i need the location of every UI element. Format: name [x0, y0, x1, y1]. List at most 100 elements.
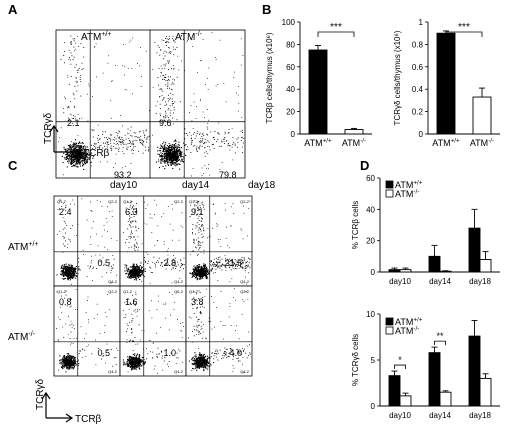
- panel-letter-a: A: [8, 2, 18, 17]
- chart-d-bottom-significance-label: *: [398, 355, 402, 365]
- panel-c-plot-wt-1-pct-gd: 2.4: [59, 207, 72, 217]
- panel-a-pct-b-wt: 93.2: [114, 170, 132, 180]
- chart-b-right-ytick-label: 0: [419, 130, 424, 139]
- panel-b: 0 20 40 60 80 100 TCRβ cells/thymus (x10⁶) ATM+…: [265, 18, 500, 148]
- chart-d-bottom-xtick-label: day18: [469, 411, 491, 420]
- panel-a-plot-wt-frame: [55, 29, 152, 179]
- panel-c-plot-ko-3-tag-q2: Q2-2: [240, 289, 250, 294]
- chart-d-top-xtick-label: day18: [469, 277, 491, 286]
- chart-d-top-bar: [439, 270, 452, 273]
- chart-b-left-xtick-label: ATM-/-: [342, 137, 366, 148]
- panel-c-plot-ko-3-events: [188, 288, 251, 374]
- panel-c-plot-wt-2-tag-q1: Q1-2: [123, 199, 133, 204]
- chart-d-bottom-bar: [439, 391, 452, 407]
- chart-b-right-bar: [436, 32, 456, 135]
- panel-c-y-label: TCRγδ: [35, 378, 46, 410]
- chart-b-right: 0 0.2 0.4 0.6 0.8 1 TCRγδ cells/thymus (x10⁶) A…: [393, 18, 500, 148]
- chart-d-bottom-legend-swatch: [385, 317, 394, 326]
- panel-a-plot-ko-events: [152, 32, 244, 177]
- chart-b-left-significance-bracket: [317, 31, 355, 37]
- panel-c-plot-wt-2-tag-q2: Q2-2: [174, 199, 184, 204]
- panel-c-day-label-3: day18: [248, 180, 276, 191]
- panel-c-plot-ko-2-tag-q2: Q2-2: [174, 289, 184, 294]
- chart-d-bottom-bar: [468, 335, 481, 407]
- chart-b-left-bar: [308, 49, 328, 135]
- panel-a-genotype-ko: ATM-/-: [175, 31, 203, 43]
- chart-d-top-ytick-label: 0: [371, 268, 376, 277]
- chart-b-left-ytick-label: 100: [282, 18, 296, 27]
- panel-c-plot-wt-2-events: [123, 199, 185, 284]
- panel-a: ATM+/+ ATM-/- 2.1 93.2 9.6 79.8 TCRγδ TCRβ: [43, 29, 246, 180]
- panel-c-plot-ko-1-pct-gd: 0.8: [59, 297, 72, 307]
- panel-d: 0 20 40 60 % TCRβ cells day10 day14 day18 ATM+/+…: [351, 174, 500, 420]
- panel-c-plot-ko-3-tag-q4: Q4-2: [240, 369, 250, 374]
- panel-c-plot-wt-3-tag-q2: Q2-2: [240, 199, 250, 204]
- chart-d-bottom-significance-bracket: [394, 364, 406, 370]
- panel-c-plot-ko-2-tag-q4: Q4-2: [174, 369, 184, 374]
- chart-d-bottom-bar: [399, 395, 412, 407]
- panel-c-genotype-ko: ATM-/-: [8, 331, 36, 343]
- chart-d-bottom-xtick-label: day10: [389, 411, 411, 420]
- panel-c-x-label: TCRβ: [75, 414, 102, 425]
- chart-b-right-ytick-label: 1: [419, 18, 424, 27]
- panel-a-x-label: TCRβ: [83, 148, 110, 159]
- chart-b-right-bar: [472, 96, 492, 135]
- chart-d-top-ytick-label: 20: [366, 237, 375, 246]
- chart-b-right-ytick-label: 0.2: [412, 108, 424, 117]
- panel-a-pct-gd-ko: 9.6: [159, 118, 172, 128]
- panel-c-plot-wt-2-pct-b: 2.8: [163, 258, 176, 268]
- chart-b-left-bar: [344, 129, 364, 135]
- chart-d-bottom-xtick-label: day14: [429, 411, 451, 420]
- panel-a-pct-b-ko: 79.8: [219, 170, 237, 180]
- panel-c-plot-ko-2-tag-q1: Q1-2: [123, 289, 133, 294]
- panel-a-y-arrow: [49, 124, 59, 152]
- panel-c-plot-wt-2-tag-q4: Q4-2: [174, 279, 184, 284]
- chart-d-bottom-ytick-label: 5: [371, 356, 376, 365]
- panel-c-plot-wt-1-pct-b: 0.5: [97, 258, 110, 268]
- chart-b-left-ylabel: TCRβ cells/thymus (x10⁶): [265, 32, 274, 123]
- panel-c-plot-ko-3-tag-q1: Q1-2: [189, 289, 199, 294]
- panel-c-plot-ko-1-tag-q1: Q1-2: [57, 289, 67, 294]
- chart-b-left-ytick-label: 0: [291, 130, 296, 139]
- panel-a-plot-wt-events: [58, 34, 150, 177]
- chart-b-left-significance-label: ***: [330, 22, 342, 33]
- chart-b-left-ytick-label: 20: [286, 108, 295, 117]
- panel-c: Q1-2 Q2-2 Q4-2 2.4 0.5 Q1-2 Q2-2 Q4-2 6.3 2.8 Q1-2…: [8, 180, 276, 425]
- chart-d-bottom-bar: [388, 375, 401, 407]
- panel-c-day-label-2: day14: [182, 180, 210, 191]
- chart-d-top-bar: [388, 269, 401, 273]
- panel-c-plot-wt-3-pct-b: 21.5: [224, 258, 242, 268]
- chart-b-right-xtick-label: ATM-/-: [470, 137, 494, 148]
- chart-d-top-ytick-label: 60: [366, 174, 375, 183]
- panel-c-x-arrow: [46, 413, 74, 423]
- panel-letter-c: C: [8, 158, 18, 173]
- panel-c-plot-wt-1-tag-q4: Q4-2: [108, 279, 118, 284]
- panel-c-plot-ko-1-pct-b: 0.5: [97, 348, 110, 358]
- chart-b-left-ytick-label: 60: [286, 63, 295, 72]
- chart-d-bottom-bar: [479, 377, 492, 407]
- chart-b-right-significance-bracket: [445, 31, 483, 37]
- panel-letter-d: D: [360, 158, 369, 173]
- panel-c-plot-wt-3-pct-gd: 9.1: [191, 207, 204, 217]
- panel-a-pct-gd-wt: 2.1: [67, 118, 80, 128]
- panel-c-plot-ko-2-pct-b: 1.0: [163, 348, 176, 358]
- chart-d-bottom-legend-swatch: [385, 326, 394, 335]
- chart-d-top-bar: [479, 259, 492, 273]
- chart-d-bottom: 0 5 10 % TCRγδ cells day10 day14 day18 ATM+/+AT…: [351, 310, 500, 420]
- chart-b-right-xtick-label: ATM+/+: [432, 137, 460, 148]
- chart-b-right-ytick-label: 0.6: [412, 63, 424, 72]
- panel-a-x-arrow: [54, 147, 82, 157]
- chart-b-left-ytick-label: 40: [286, 85, 295, 94]
- chart-b-right-significance-label: ***: [458, 22, 470, 33]
- chart-d-top-legend-swatch: [385, 189, 394, 198]
- panel-letter-b: B: [262, 2, 271, 17]
- panel-c-plot-ko-1-events: [56, 289, 119, 373]
- panel-c-genotype-wt: ATM+/+: [8, 241, 39, 253]
- panel-c-plot-wt-1-tag-q1: Q1-2: [57, 199, 67, 204]
- panel-c-y-arrow: [41, 391, 51, 418]
- panel-c-plot-wt-3-events: [189, 200, 251, 285]
- chart-d-top-ytick-label: 40: [366, 205, 375, 214]
- panel-c-plot-wt-3-tag-q4: Q4-2: [240, 279, 250, 284]
- panel-c-plot-ko-3-pct-gd: 3.8: [191, 297, 204, 307]
